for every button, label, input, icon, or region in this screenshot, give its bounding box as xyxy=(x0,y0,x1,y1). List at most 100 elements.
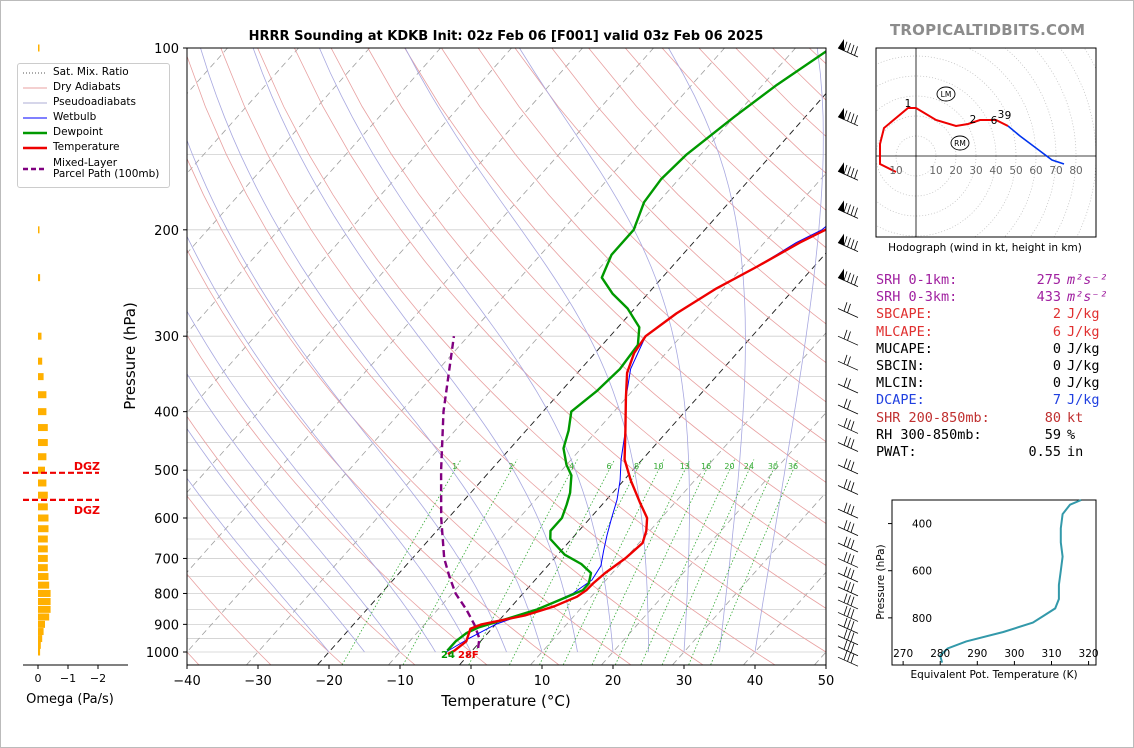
wind-barb xyxy=(837,377,859,394)
isotherm xyxy=(187,48,654,573)
mixing-ratio-line xyxy=(539,459,643,665)
pressure-tick-label: 800 xyxy=(154,587,179,602)
legend-swatch xyxy=(23,102,47,103)
hodograph-height-label: 2 xyxy=(970,114,977,126)
theta-e-x-tick-label: 270 xyxy=(893,648,913,660)
temperature-line xyxy=(447,227,826,656)
hodograph-ring-label: 60 xyxy=(1029,165,1042,177)
theta-e-x-tick-label: 310 xyxy=(1041,648,1061,660)
mixing-ratio-label: 6 xyxy=(606,462,611,471)
temperature-tick-label: −40 xyxy=(173,674,200,689)
parameter-unit: J/kg xyxy=(1067,340,1100,357)
wind-barb xyxy=(837,593,859,610)
omega-bar xyxy=(38,453,47,461)
parameter-label: SRH 0-1km: xyxy=(876,272,958,288)
legend-label: Wetbulb xyxy=(53,111,97,123)
omega-bar xyxy=(38,613,50,621)
theta-e-x-tick-label: 300 xyxy=(1004,648,1024,660)
omega-bar xyxy=(38,620,45,628)
wind-barb xyxy=(837,458,859,475)
skewt-axes-frame xyxy=(186,47,827,666)
mixing-ratio-line xyxy=(615,459,712,665)
mixing-ratio-line xyxy=(688,459,779,665)
wind-barb xyxy=(837,162,859,181)
legend-entry: Wetbulb xyxy=(22,112,96,123)
legend-swatch xyxy=(23,167,47,171)
pseudoadiabat xyxy=(668,48,746,653)
zero-isotherm xyxy=(459,252,826,665)
dry-adiabat xyxy=(477,48,826,403)
dry-adiabat xyxy=(294,48,826,609)
wetbulb-line xyxy=(445,225,826,653)
wind-barb xyxy=(837,200,859,219)
omega-bar xyxy=(38,641,41,649)
legend-swatch xyxy=(23,146,47,149)
wind-barb xyxy=(837,302,859,318)
hodograph-ring-label: 10 xyxy=(889,165,902,177)
wind-barb xyxy=(837,617,859,634)
pseudoadiabat xyxy=(187,310,436,653)
wind-barb xyxy=(837,436,859,452)
mixing-ratio-line xyxy=(468,459,578,665)
omega-bar xyxy=(38,408,47,416)
omega-axis-label: Omega (Pa/s) xyxy=(26,692,114,707)
y-axis-label: Pressure (hPa) xyxy=(121,302,139,410)
parameter-unit: in xyxy=(1067,444,1084,461)
pseudoadiabat xyxy=(754,48,824,653)
pressure-tick-label: 1000 xyxy=(146,646,179,661)
omega-tick-label: −2 xyxy=(90,672,106,685)
pseudoadiabat xyxy=(187,373,401,653)
legend-entry: Pseudoadiabats xyxy=(22,97,136,108)
hodograph-height-label: 3 xyxy=(998,109,1005,121)
parameter-row: MLCAPE: 6 J/kg xyxy=(876,324,1108,341)
skewt-plot-area xyxy=(187,48,826,665)
legend-swatch xyxy=(23,87,47,88)
dry-adiabat xyxy=(187,157,632,665)
storm-motion-label: RM xyxy=(954,139,966,148)
pressure-tick-label: 300 xyxy=(154,330,179,345)
theta-e-frame xyxy=(891,499,1097,666)
mixing-ratio-label: 2 xyxy=(509,462,514,471)
wind-barb xyxy=(837,329,859,346)
hodograph-height-label: 9 xyxy=(1005,110,1012,122)
theta-e-y-tick-label: 800 xyxy=(912,613,932,625)
mixing-ratio-line xyxy=(710,459,799,665)
storm-motion-marker xyxy=(950,135,970,151)
mixing-ratio-label: 13 xyxy=(680,462,690,471)
hodograph-ring-label: 50 xyxy=(1009,165,1022,177)
parameter-row: SBCAPE: 2 J/kg xyxy=(876,306,1108,323)
storm-motion-label: LM xyxy=(941,90,952,99)
temperature-tick-label: −20 xyxy=(315,674,342,689)
parameter-label: SBCAPE: xyxy=(876,306,933,323)
chart-legend: Sat. Mix. Ratio Dry Adiabats Pseudoadiabat… xyxy=(17,63,170,188)
legend-label: Dewpoint xyxy=(53,126,103,138)
hodograph-upper-level xyxy=(1007,125,1065,165)
pseudoadiabat xyxy=(187,427,365,653)
legend-label: Mixed-Layer Parcel Path (100mb) xyxy=(53,157,160,180)
legend-label: Pseudoadiabats xyxy=(53,96,136,108)
wind-barb xyxy=(837,398,859,415)
omega-bar xyxy=(38,226,40,234)
parameter-label: MLCIN: xyxy=(876,375,925,392)
theta-e-y-tick-label: 600 xyxy=(912,566,932,578)
parcel-path-line xyxy=(439,336,481,649)
parameter-value: 0.55 xyxy=(1028,444,1061,461)
dry-adiabat xyxy=(187,55,704,665)
legend-label: Sat. Mix. Ratio xyxy=(53,66,129,78)
pressure-tick-label: 200 xyxy=(154,224,179,239)
dry-adiabat xyxy=(551,48,826,325)
dry-adiabat xyxy=(330,48,826,566)
legend-swatch xyxy=(23,131,47,134)
omega-tick-label: −1 xyxy=(60,672,76,685)
temperature-tick-label: 30 xyxy=(676,674,693,689)
wind-barb xyxy=(837,629,859,646)
omega-bar xyxy=(38,648,41,656)
mixing-ratio-label: 24 xyxy=(744,462,754,471)
hodograph-ring-label: 30 xyxy=(969,165,982,177)
mixing-ratio-line xyxy=(562,459,665,665)
omega-bar xyxy=(38,357,43,365)
dry-adiabat xyxy=(441,48,826,443)
pressure-tick-label: 600 xyxy=(154,512,179,527)
hodograph-height-label: 1 xyxy=(905,98,912,110)
